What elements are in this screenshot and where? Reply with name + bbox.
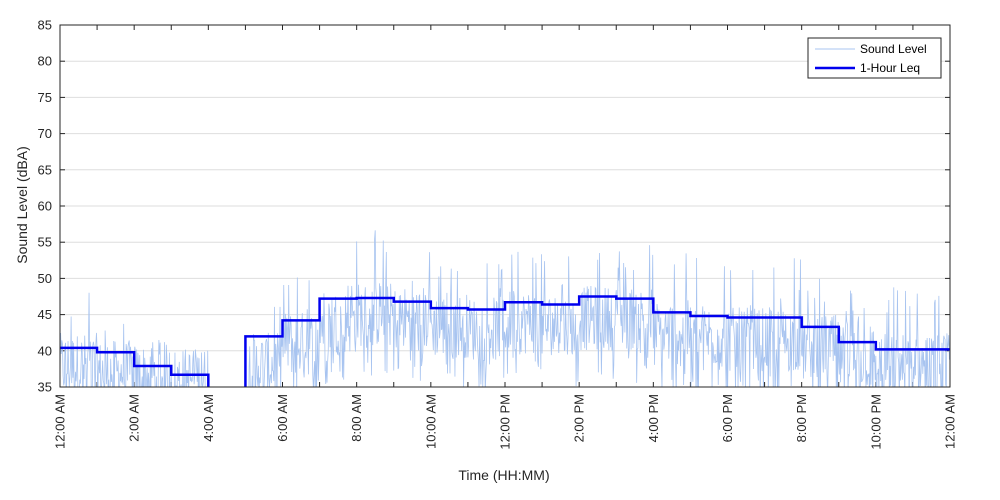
sound-level-series	[60, 230, 950, 387]
x-axis: 12:00 AM 2:00 AM 4:00 AM 6:00 AM 8:00 AM 10:0…	[53, 25, 958, 450]
x-tick-label: 4:00 AM	[201, 394, 216, 442]
y-axis: 35 40 45 50 55 60 65 70 75 80 85	[38, 18, 950, 395]
legend: Sound Level 1-Hour Leq	[807, 37, 942, 79]
legend-box	[807, 37, 942, 79]
plot-frame	[59, 24, 951, 388]
y-tick-label: 60	[38, 199, 52, 214]
x-tick-label: 12:00 AM	[943, 394, 958, 449]
x-tick-label: 8:00 PM	[794, 394, 809, 442]
leq-step-line	[60, 295, 950, 387]
y-tick-label: 65	[38, 162, 52, 177]
x-tick-label: 12:00 PM	[498, 394, 513, 450]
x-tick-label: 6:00 PM	[720, 394, 735, 442]
y-tick-label: 80	[38, 54, 52, 69]
y-tick-label: 40	[38, 343, 52, 358]
x-tick-label: 12:00 AM	[53, 394, 68, 449]
x-axis-title: Time (HH:MM)	[458, 467, 549, 483]
sound-level-line	[60, 230, 950, 387]
leq-series	[60, 295, 950, 387]
x-tick-label: 6:00 AM	[275, 394, 290, 442]
legend-label-leq: 1-Hour Leq	[860, 61, 920, 75]
legend-label-sound-level: Sound Level	[860, 42, 927, 56]
y-tick-label: 55	[38, 235, 52, 250]
y-tick-label: 85	[38, 18, 52, 33]
x-tick-label: 2:00 PM	[572, 394, 587, 442]
x-tick-label: 2:00 AM	[127, 394, 142, 442]
y-tick-label: 50	[38, 271, 52, 286]
axes-frame	[59, 24, 951, 388]
y-tick-label: 45	[38, 307, 52, 322]
y-tick-label: 35	[38, 380, 52, 395]
y-axis-title: Sound Level (dBA)	[14, 146, 30, 264]
x-tick-label: 10:00 AM	[423, 394, 438, 449]
x-tick-label: 4:00 PM	[646, 394, 661, 442]
x-tick-label: 8:00 AM	[349, 394, 364, 442]
x-tick-label: 10:00 PM	[868, 394, 883, 450]
y-tick-label: 75	[38, 90, 52, 105]
y-tick-label: 70	[38, 126, 52, 141]
